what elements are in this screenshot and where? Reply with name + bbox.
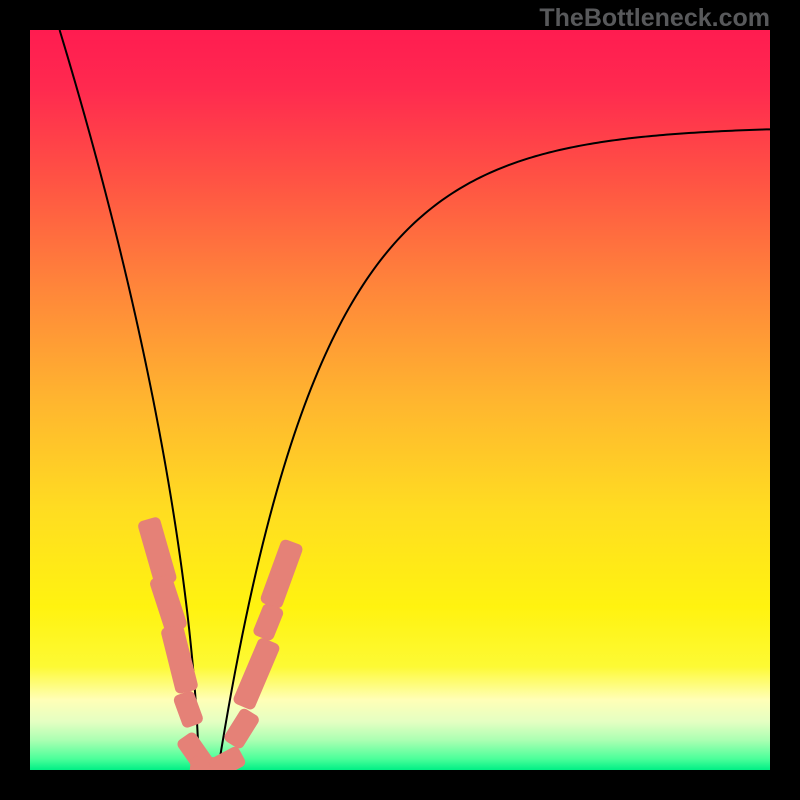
chart-svg — [30, 30, 770, 770]
gradient-background — [30, 30, 770, 770]
watermark-text: TheBottleneck.com — [539, 4, 770, 33]
plot-area — [30, 30, 770, 770]
outer-frame: TheBottleneck.com — [0, 0, 800, 800]
